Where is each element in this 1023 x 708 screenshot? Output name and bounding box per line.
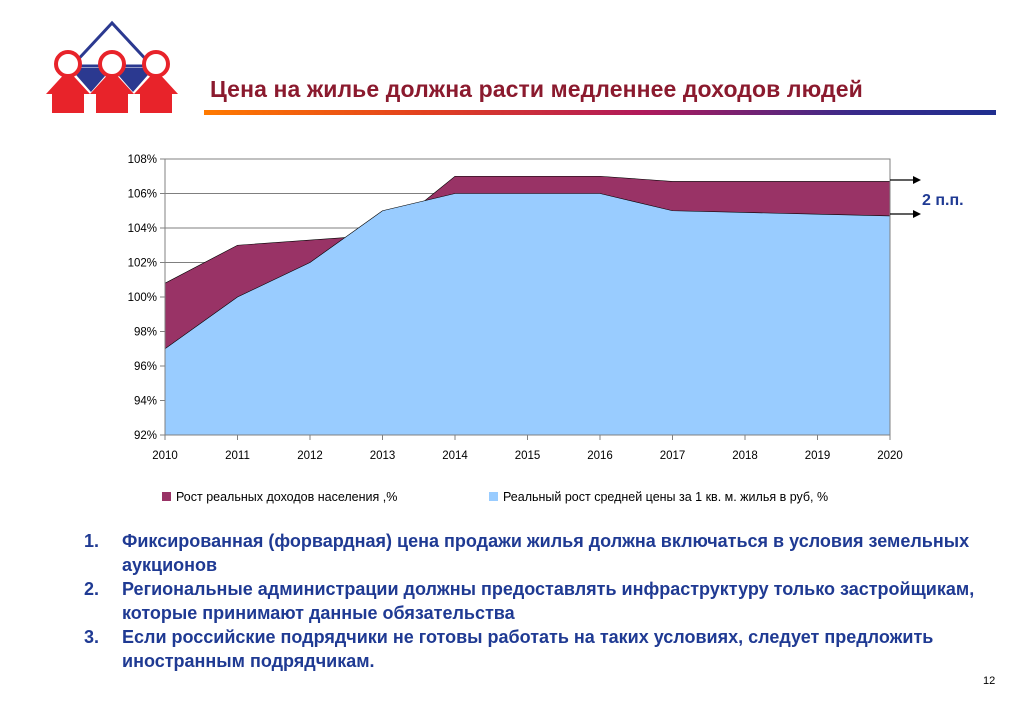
x-tick-label: 2015 [515,450,541,462]
title-divider [204,110,996,115]
y-tick-label: 104% [128,223,157,235]
legend-swatch-price [489,492,498,501]
y-axis-ticks: 92% 94% 96% 98% 100% 102% 104% 106% 108% [128,154,165,442]
x-tick-label: 2018 [732,450,758,462]
logo [46,20,178,113]
y-tick-label: 96% [134,361,157,373]
x-tick-label: 2014 [442,450,468,462]
note-item: 3. Если российские подрядчики не готовы … [84,625,984,673]
y-tick-label: 100% [128,292,157,304]
annotation-arrowhead-top [913,176,921,184]
legend-label-price: Реальный рост средней цены за 1 кв. м. ж… [503,490,828,504]
y-tick-label: 102% [128,258,157,270]
note-number: 2. [84,579,100,599]
note-text: Фиксированная (форвардная) цена продажи … [122,531,970,575]
x-tick-label: 2011 [225,450,250,462]
notes-list: 1. Фиксированная (форвардная) цена прода… [84,529,984,673]
chart-legend: Рост реальных доходов населения ,% Реаль… [162,490,828,504]
legend-swatch-income [162,492,171,501]
note-item: 1. Фиксированная (форвардная) цена прода… [84,529,984,577]
x-tick-label: 2020 [877,450,903,462]
x-tick-label: 2016 [587,450,613,462]
annotation-label: 2 п.п. [922,192,964,209]
x-axis-ticks: 2010 2011 2012 2013 2014 2015 2016 2017 2018 2019… [152,435,903,462]
x-tick-label: 2010 [152,450,178,462]
y-tick-label: 106% [128,189,157,201]
chart-areas [164,175,891,436]
note-number: 3. [84,627,100,647]
y-tick-label: 108% [128,154,157,166]
legend-label-income: Рост реальных доходов населения ,% [176,490,397,504]
y-tick-label: 92% [134,430,157,442]
note-item: 2. Региональные администрации должны пре… [84,577,984,625]
x-tick-label: 2019 [805,450,831,462]
y-tick-label: 94% [134,396,157,408]
x-tick-label: 2013 [370,450,396,462]
annotation-arrowhead-bottom [913,210,921,218]
x-tick-label: 2012 [297,450,323,462]
x-tick-label: 2017 [660,450,686,462]
page-title: Цена на жилье должна расти медленнее дох… [210,76,863,102]
note-number: 1. [84,531,100,551]
difference-annotation: 2 п.п. [890,176,964,218]
note-text: Если российские подрядчики не готовы раб… [122,627,934,671]
page-number: 12 [983,675,996,687]
y-tick-label: 98% [134,327,157,339]
area-series-2 [164,193,891,436]
note-text: Региональные администрации должны предос… [122,579,975,623]
